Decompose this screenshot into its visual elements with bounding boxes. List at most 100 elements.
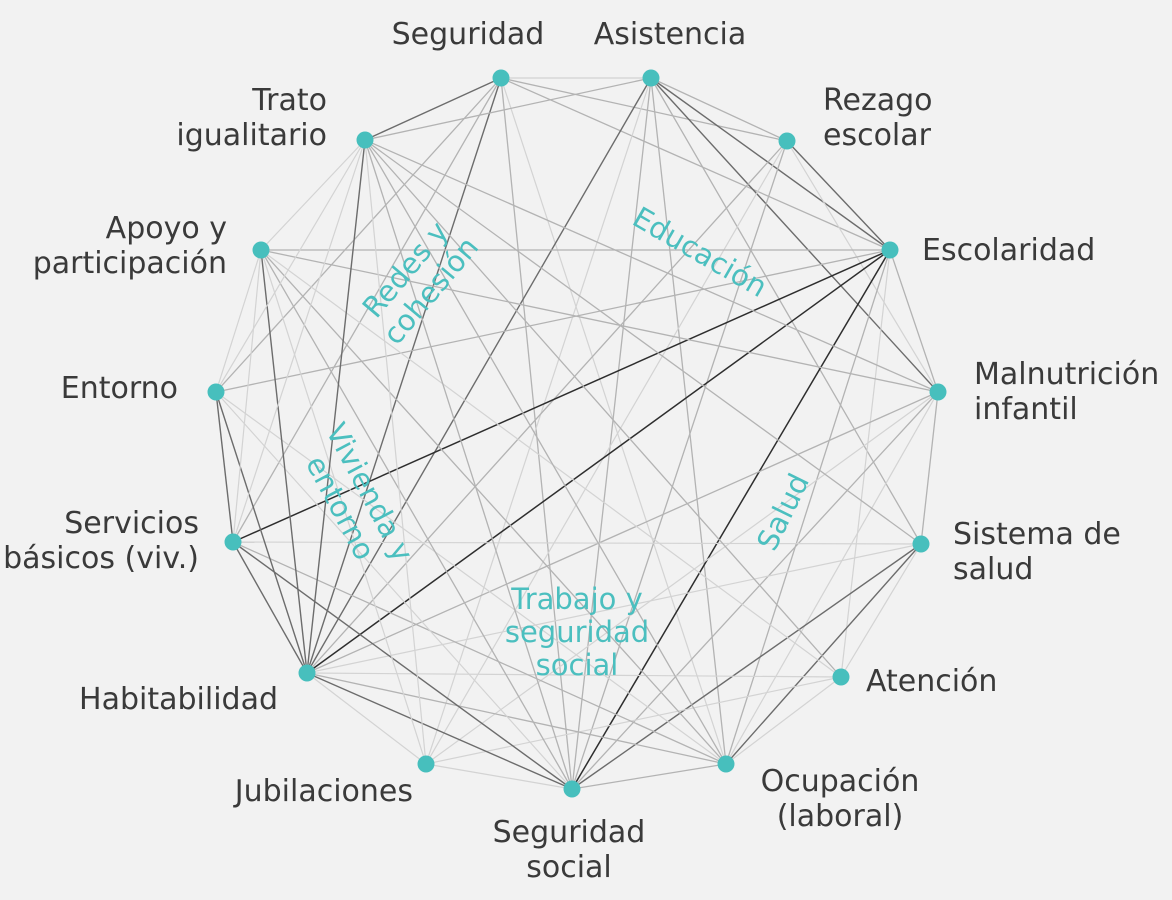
node-label-ocupacion: Ocupación (laboral) <box>761 764 920 834</box>
edge-ocupacion-entorno <box>215 391 727 765</box>
node-atencion <box>832 668 850 686</box>
edge-asistencia-seguridad_social <box>571 77 652 790</box>
edge-habitabilidad-entorno <box>215 391 308 674</box>
edge-atencion-jubilaciones <box>425 676 842 765</box>
edge-seguridad_social-entorno <box>215 391 573 790</box>
edge-seguridad-entorno <box>215 77 502 393</box>
edge-seguridad_social-habitabilidad <box>306 672 573 790</box>
edge-escolaridad-ocupacion <box>725 249 891 765</box>
edge-malnutricion-ocupacion <box>725 391 939 765</box>
edge-seguridad_social-servicios <box>232 541 573 790</box>
edge-malnutricion-trato <box>364 139 939 393</box>
node-label-malnutricion: Malnutrición infantil <box>974 357 1159 427</box>
edge-asistencia-trato <box>364 77 652 141</box>
edge-asistencia-malnutricion <box>650 77 939 393</box>
node-label-atencion: Atención <box>866 664 997 699</box>
edge-asistencia-escolaridad <box>650 77 891 251</box>
edge-asistencia-sistema_salud <box>650 77 922 545</box>
edge-escolaridad-seguridad_social <box>571 249 891 790</box>
node-malnutricion <box>929 383 947 401</box>
edges-layer <box>215 77 939 790</box>
group-label-trabajo: Trabajo y seguridad social <box>505 582 649 682</box>
edge-escolaridad-entorno <box>215 249 891 393</box>
node-escolaridad <box>881 241 899 259</box>
node-servicios <box>224 533 242 551</box>
edge-rezago-habitabilidad <box>306 140 788 674</box>
edge-atencion-habitabilidad <box>306 672 842 678</box>
edge-servicios-entorno <box>215 391 234 543</box>
edge-servicios-trato <box>232 139 366 543</box>
node-label-seguridad: Seguridad <box>392 17 545 52</box>
node-ocupacion <box>717 755 735 773</box>
edge-sistema_salud-servicios <box>232 541 922 545</box>
edge-habitabilidad-trato <box>306 139 366 674</box>
node-rezago <box>778 132 796 150</box>
node-seguridad_social <box>563 780 581 798</box>
edge-malnutricion-jubilaciones <box>425 391 939 765</box>
group-label-redes: Redes ycohesión <box>351 209 485 351</box>
edge-sistema_salud-atencion <box>840 543 922 678</box>
node-label-rezago: Rezago escolar <box>823 83 932 153</box>
node-asistencia <box>642 69 660 87</box>
edge-seguridad-habitabilidad <box>306 77 502 674</box>
edge-sistema_salud-ocupacion <box>725 543 922 765</box>
node-label-asistencia: Asistencia <box>594 17 747 52</box>
node-sistema_salud <box>912 535 930 553</box>
edge-ocupacion-habitabilidad <box>306 672 727 765</box>
edge-rezago-escolaridad <box>786 140 891 251</box>
node-label-jubilaciones: Jubilaciones <box>233 774 413 809</box>
edge-sistema_salud-habitabilidad <box>306 543 922 674</box>
edge-seguridad-rezago <box>500 77 788 142</box>
edge-ocupacion-servicios <box>232 541 727 765</box>
edge-rezago-jubilaciones <box>425 140 788 765</box>
edge-seguridad_social-jubilaciones <box>425 763 573 790</box>
edge-trato-seguridad <box>364 77 502 141</box>
node-label-seguridad_social: Seguridad social <box>493 815 646 885</box>
node-label-habitabilidad: Habitabilidad <box>79 682 278 717</box>
edge-ocupacion-apoyo <box>260 249 727 765</box>
edge-asistencia-rezago <box>650 77 788 142</box>
node-labels-layer: Seguridad Asistencia Rezago escolar Escolari… <box>3 17 1159 885</box>
edge-habitabilidad-apoyo <box>260 249 308 674</box>
node-label-sistema_salud: Sistema de salud <box>953 517 1121 587</box>
edge-sistema_salud-trato <box>364 139 922 545</box>
node-trato <box>356 131 374 149</box>
edge-asistencia-jubilaciones <box>425 77 652 765</box>
edge-seguridad_social-apoyo <box>260 249 573 790</box>
edge-jubilaciones-habitabilidad <box>306 672 427 765</box>
node-label-trato: Trato igualitario <box>176 83 327 153</box>
edge-rezago-malnutricion <box>786 140 939 393</box>
edge-habitabilidad-servicios <box>232 541 308 674</box>
node-label-escolaridad: Escolaridad <box>922 233 1095 268</box>
node-habitabilidad <box>298 664 316 682</box>
edge-malnutricion-sistema_salud <box>920 391 939 545</box>
node-jubilaciones <box>417 755 435 773</box>
edge-escolaridad-malnutricion <box>889 249 939 393</box>
edge-escolaridad-atencion <box>840 249 891 678</box>
edge-entorno-trato <box>215 139 366 393</box>
edge-malnutricion-apoyo <box>260 249 939 393</box>
edge-seguridad-servicios <box>232 77 502 543</box>
edge-jubilaciones-apoyo <box>260 249 427 765</box>
edge-escolaridad-servicios <box>232 249 891 543</box>
node-label-apoyo: Apoyo y participación <box>33 211 227 281</box>
node-label-servicios: Servicios básicos (viv.) <box>3 506 199 576</box>
edge-seguridad_social-trato <box>364 139 573 790</box>
node-label-entorno: Entorno <box>61 371 178 406</box>
edge-atencion-apoyo <box>260 249 842 678</box>
edge-atencion-trato <box>364 139 842 678</box>
edge-sistema_salud-seguridad_social <box>571 543 922 790</box>
node-apoyo <box>252 241 270 259</box>
edge-ocupacion-trato <box>364 139 727 765</box>
edge-seguridad-escolaridad <box>500 77 891 251</box>
edge-atencion-ocupacion <box>725 676 842 765</box>
edge-servicios-apoyo <box>232 249 262 543</box>
node-seguridad <box>492 69 510 87</box>
edge-ocupacion-seguridad_social <box>571 763 727 790</box>
edge-entorno-apoyo <box>215 249 262 393</box>
edge-apoyo-trato <box>260 139 366 251</box>
node-entorno <box>207 383 225 401</box>
edge-seguridad-seguridad_social <box>500 77 573 790</box>
